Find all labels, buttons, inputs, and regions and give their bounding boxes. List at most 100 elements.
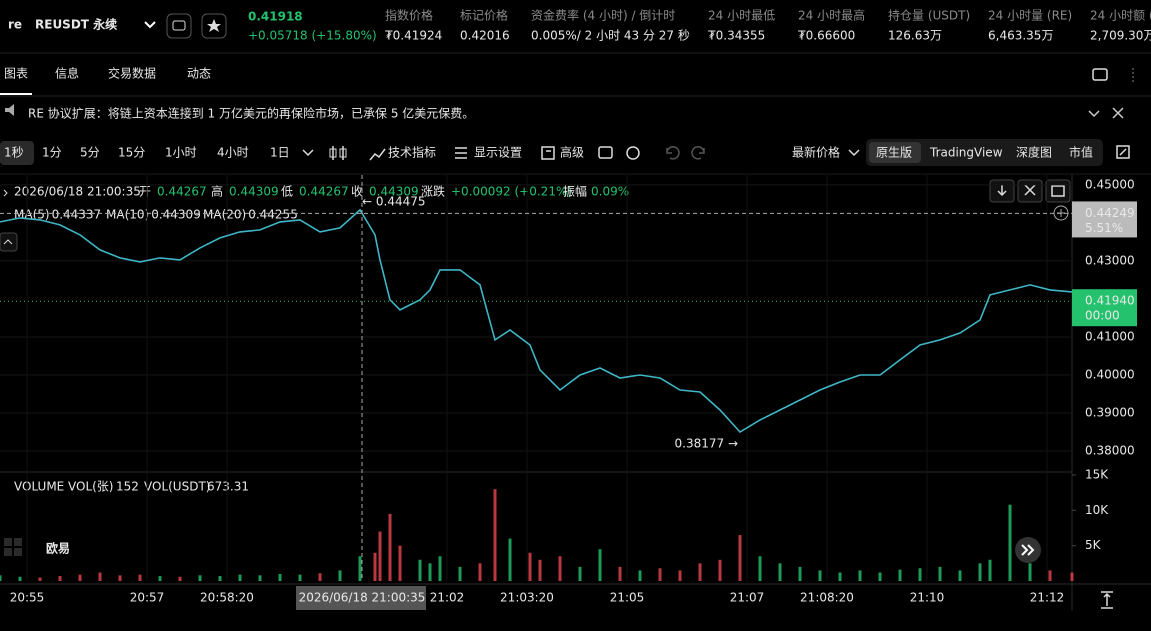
volume-bar [218, 576, 222, 581]
ohlc-label: 振幅 [563, 184, 587, 199]
countdown: 00:00 [1085, 309, 1120, 323]
volume-bar [318, 573, 322, 581]
volume-bar [478, 563, 482, 581]
redo-icon[interactable] [691, 146, 705, 160]
chevron[interactable] [144, 21, 156, 29]
interval[interactable]: 1分 [42, 146, 62, 160]
chevron[interactable] [302, 149, 314, 157]
y-tick-label: 0.39000 [1085, 405, 1135, 419]
chevron[interactable] [848, 149, 860, 157]
collapse-button[interactable] [0, 232, 18, 252]
interval[interactable]: 1日 [270, 146, 290, 160]
volume-value: 152 [116, 480, 139, 494]
tab[interactable]: 信息 [55, 66, 79, 81]
volume-bar [578, 566, 582, 581]
tab[interactable]: 动态 [187, 67, 211, 81]
volume-bar [798, 566, 802, 581]
fit-icon[interactable] [1101, 591, 1113, 609]
volume-bar [438, 556, 442, 581]
volume-bar [758, 556, 762, 581]
candle-icon[interactable] [332, 146, 344, 160]
tool[interactable]: 高级 [560, 145, 584, 160]
x-tick-label: 21:05 [610, 591, 645, 605]
tool[interactable]: 技术指标 [388, 145, 436, 160]
volume-bar [0, 575, 2, 581]
volume-bar [558, 556, 562, 581]
stat-label: 标记价格 [460, 8, 508, 23]
chevron[interactable] [1088, 110, 1100, 118]
low-label: 0.38177 → [675, 436, 739, 450]
volume-bar [378, 531, 382, 581]
ohlc-label: 开 [139, 185, 151, 199]
stat-label: 24 小时最低 [708, 9, 775, 23]
volume-bar [858, 570, 862, 581]
view[interactable]: TradingView [929, 146, 1003, 160]
ohlc-value: 0.44267 [299, 185, 349, 199]
view[interactable]: 原生版 [876, 146, 912, 160]
crosshair-time-tag [296, 586, 426, 610]
interval[interactable]: 1小时 [165, 146, 197, 160]
volume-bar [1048, 570, 1052, 581]
volume-bar [298, 574, 302, 581]
volume-bar [528, 552, 532, 581]
icon-button[interactable] [201, 13, 227, 39]
interval[interactable]: 1秒 [4, 146, 24, 160]
ma-name: MA(10) [106, 208, 149, 222]
ohlc-label: 收 [351, 185, 363, 199]
volume-tick-label: 10K [1085, 503, 1109, 517]
volume-bar [878, 572, 882, 581]
y-tick-label: 0.43000 [1085, 253, 1135, 267]
icon-button[interactable] [1045, 179, 1071, 203]
volume-bar [118, 575, 122, 581]
volume-bar [38, 577, 42, 581]
y-tick-label: 0.38000 [1085, 443, 1135, 457]
interval[interactable]: 4小时 [217, 146, 249, 160]
crosshair-price-tag [1072, 201, 1137, 238]
tab[interactable]: 图表 [4, 67, 28, 81]
stat-value: 6,463.35万 [988, 29, 1053, 43]
price-type[interactable]: 最新价格 [792, 145, 840, 160]
ohlc-label: 高 [211, 184, 223, 199]
view[interactable]: 市值 [1069, 145, 1093, 160]
expand-icon[interactable] [1116, 145, 1130, 159]
stat-value: 2,709.30万 [1090, 29, 1151, 43]
view[interactable]: 深度图 [1016, 145, 1052, 160]
volume-bar [818, 570, 822, 581]
volume-bar [658, 568, 662, 581]
volume-bar [358, 556, 362, 581]
tab[interactable]: 交易数据 [108, 66, 156, 81]
window-icon[interactable] [1092, 68, 1108, 81]
ma-value: 0.44337 [52, 208, 102, 222]
undo-icon[interactable] [666, 146, 680, 160]
volume-bar [958, 570, 962, 581]
volume-bar [738, 535, 742, 581]
crosshair-price: 0.44249 [1085, 206, 1135, 220]
x-tick-label: 20:55 [10, 591, 45, 605]
interval[interactable]: 15分 [118, 146, 145, 160]
x-tick-label: 21:08:20 [800, 591, 854, 605]
stat-label: 资金费率 (4 小时) / 倒计时 [531, 8, 675, 23]
icon-button[interactable] [166, 13, 192, 39]
ohlc-value: +0.00092 (+0.21%) [451, 185, 572, 199]
interval[interactable]: 5分 [80, 146, 100, 160]
y-tick-label: 0.41000 [1085, 329, 1135, 343]
volume-bar [1008, 504, 1012, 581]
tool[interactable]: 显示设置 [474, 146, 522, 160]
icon[interactable] [598, 146, 613, 159]
view-switch [866, 139, 1103, 166]
close-icon[interactable] [1112, 107, 1124, 119]
symbol-prefix: re [8, 18, 22, 32]
volume-bar [198, 575, 202, 581]
ma-name: MA(20) [203, 208, 246, 222]
volume-bar [898, 569, 902, 581]
stat-value: 0.42016 [460, 29, 510, 43]
gear-icon[interactable] [626, 146, 640, 160]
volume-tick-label: 5K [1085, 538, 1102, 552]
volume-bar [493, 489, 497, 581]
stat-value: ₮0.66600 [798, 29, 855, 43]
volume-bar [598, 549, 602, 581]
stat-value-suffix: / 2 小时 43 分 27 秒 [577, 29, 690, 43]
volume-name: VOLUME [14, 480, 64, 494]
